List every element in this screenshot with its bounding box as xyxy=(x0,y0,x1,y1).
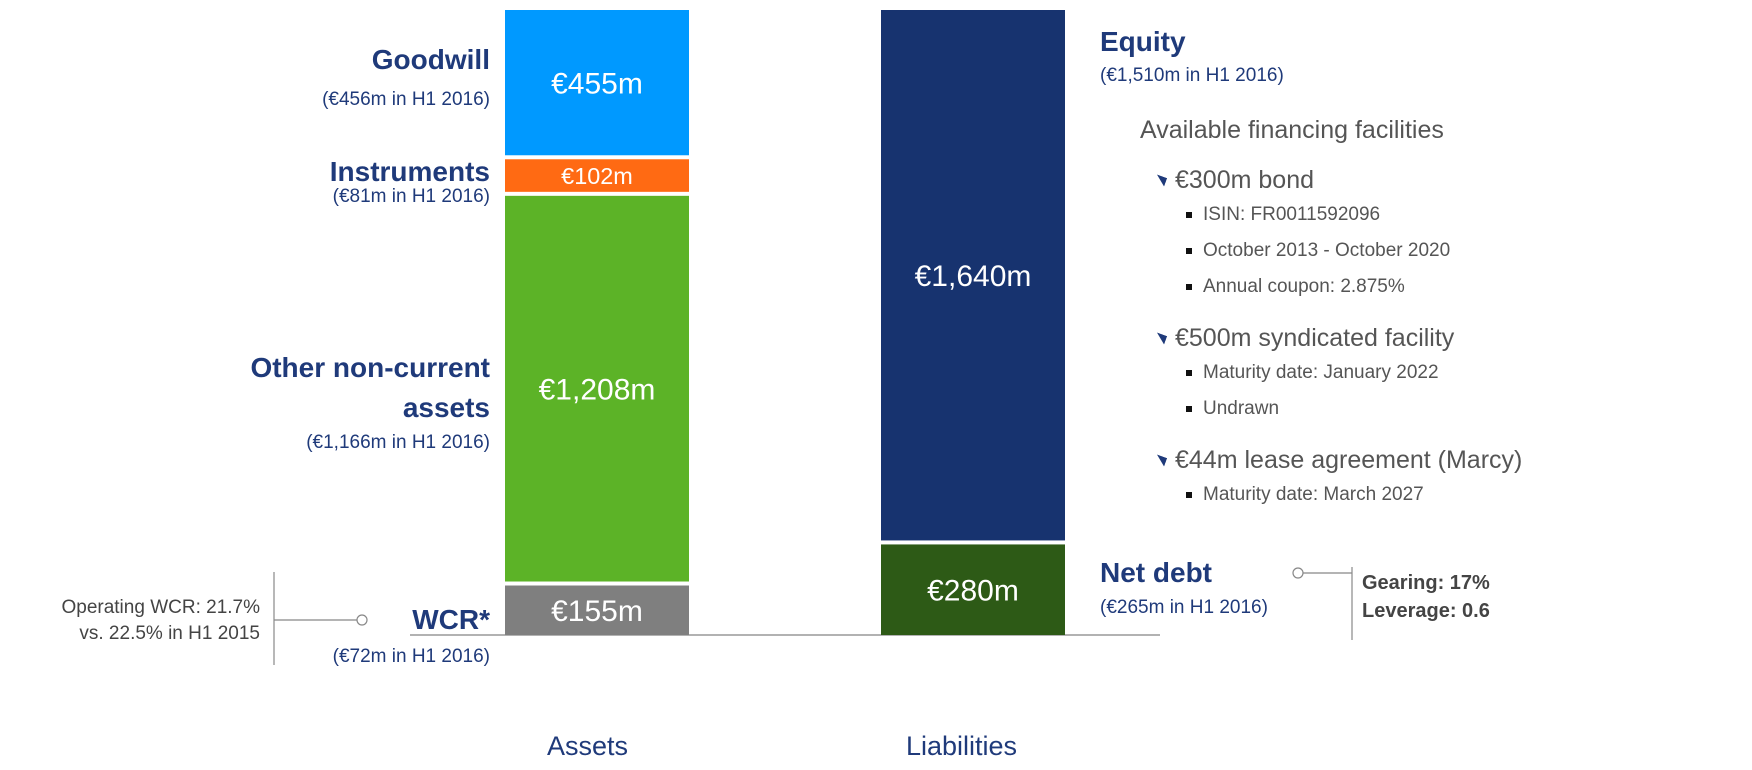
bar-segment xyxy=(505,585,689,635)
bar-segment xyxy=(505,10,689,156)
bar-segment xyxy=(505,159,689,192)
segment-name: Goodwill xyxy=(371,44,490,75)
value-label: €102m xyxy=(561,163,633,189)
bar-segment xyxy=(881,544,1065,635)
value-label: €1,208m xyxy=(539,373,656,406)
facility-detail: Annual coupon: 2.875% xyxy=(1140,269,1522,305)
bar-segment xyxy=(881,10,1065,541)
financing-title: Available financing facilities xyxy=(1140,116,1444,144)
segment-note: (€265m in H1 2016) xyxy=(1100,597,1268,618)
segment-note: (€81m in H1 2016) xyxy=(332,186,490,207)
segment-name: Equity xyxy=(1100,26,1186,57)
category-label: Assets xyxy=(547,731,629,761)
segment-note: (€456m in H1 2016) xyxy=(322,89,490,110)
facility-detail: ISIN: FR0011592096 xyxy=(1140,197,1522,233)
facility: €300m bond xyxy=(1140,163,1522,197)
callout-line: vs. 22.5% in H1 2015 xyxy=(79,623,260,644)
callout-line: Gearing: 17% xyxy=(1362,572,1490,594)
callout: Gearing: 17% Leverage: 0.6 xyxy=(1362,569,1490,625)
callout-line: Operating WCR: 21.7% xyxy=(61,597,260,618)
value-label: €1,640m xyxy=(915,260,1032,293)
value-label: €455m xyxy=(551,67,643,100)
callout-dot xyxy=(1292,567,1304,579)
callout: Operating WCR: 21.7% vs. 22.5% in H1 201… xyxy=(61,595,260,647)
segment-note: (€72m in H1 2016) xyxy=(332,646,490,667)
value-label: €155m xyxy=(551,595,643,628)
facility: €44m lease agreement (Marcy) xyxy=(1140,443,1522,477)
segment-name: Net debt xyxy=(1100,557,1212,588)
bar-segment xyxy=(505,195,689,582)
facility-detail: Maturity date: January 2022 xyxy=(1140,355,1522,391)
segment-note: (€1,510m in H1 2016) xyxy=(1100,65,1284,86)
segment-name: Other non-current assets xyxy=(250,352,490,423)
category-label: Liabilities xyxy=(906,731,1018,761)
financing-list: Available financing facilities €300m bon… xyxy=(1140,113,1522,513)
facility-detail: Undrawn xyxy=(1140,391,1522,427)
segment-note: (€1,166m in H1 2016) xyxy=(306,432,490,453)
segment-name: WCR* xyxy=(412,604,490,635)
facility-detail: Maturity date: March 2027 xyxy=(1140,477,1522,513)
callout-line: Leverage: 0.6 xyxy=(1362,600,1490,622)
callout-dot xyxy=(356,614,368,626)
facility: €500m syndicated facility xyxy=(1140,321,1522,355)
segment-name: Instruments xyxy=(329,156,490,187)
facility-detail: October 2013 - October 2020 xyxy=(1140,233,1522,269)
value-label: €280m xyxy=(927,575,1019,608)
